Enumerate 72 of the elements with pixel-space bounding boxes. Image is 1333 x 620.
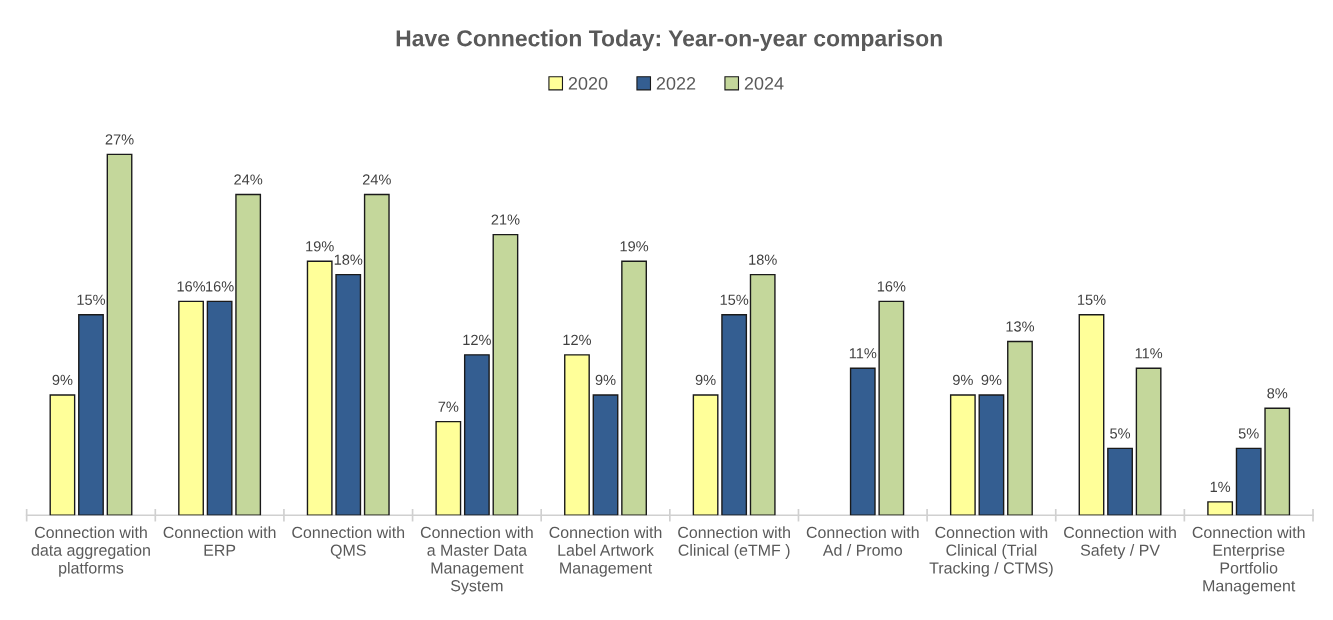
x-tick-label: Connection with Enterprise Portfolio Management: [1192, 526, 1305, 595]
data-label: 21%: [491, 214, 520, 225]
legend-label: 2024: [744, 77, 784, 90]
data-label: 7%: [438, 401, 459, 412]
data-label: 15%: [77, 294, 106, 305]
bar: [206, 300, 233, 516]
bar: [492, 233, 519, 516]
data-label: 27%: [105, 134, 134, 145]
bar: [621, 260, 647, 516]
bar: [235, 193, 262, 516]
x-tick-label: Connection with Clinical (eTMF ): [678, 526, 790, 559]
data-label: 18%: [749, 254, 777, 265]
data-label: 8%: [1267, 388, 1288, 399]
legend-label: 2022: [656, 77, 696, 90]
data-label: 9%: [981, 374, 1002, 386]
data-label: 9%: [953, 374, 973, 386]
data-label: 16%: [206, 281, 234, 292]
x-tick-label: Connection with data aggregation platforms: [31, 526, 150, 577]
bar: [564, 354, 590, 516]
bar: [749, 273, 776, 516]
bar: [1207, 501, 1234, 516]
bar: [978, 394, 1005, 516]
data-label: 5%: [1110, 428, 1131, 439]
x-tick-label: Connection with ERP: [163, 526, 276, 556]
bar: [1135, 367, 1162, 516]
bar: [78, 314, 104, 516]
bar: [592, 394, 619, 516]
data-label: 18%: [334, 254, 363, 265]
data-label: 19%: [306, 241, 334, 252]
bar: [949, 394, 976, 516]
chart-title: Have Connection Today: Year-on-year comparison: [396, 29, 942, 51]
data-label: 15%: [720, 294, 749, 305]
data-label: 12%: [463, 334, 491, 345]
bar: [1078, 314, 1105, 516]
data-label: 11%: [849, 348, 877, 359]
data-label: 1%: [1210, 481, 1231, 492]
x-tick-label: Connection with Ad / Promo: [806, 526, 919, 556]
x-tick-label: Connection with Clinical (Trial Tracking / CTMS): [929, 526, 1053, 577]
bar: [692, 394, 719, 516]
data-label: 15%: [1078, 294, 1106, 305]
bar: [178, 300, 204, 516]
x-tick-label: Connection with QMS: [292, 526, 405, 559]
data-label: 24%: [234, 174, 263, 185]
data-label: 13%: [1006, 321, 1035, 332]
data-label: 16%: [877, 281, 906, 292]
bar: [721, 314, 748, 516]
data-label: 11%: [1135, 348, 1163, 359]
bar: [106, 153, 133, 516]
bar: [849, 367, 876, 516]
bar: [463, 354, 490, 516]
bar: [363, 193, 390, 516]
bar: [1264, 407, 1291, 516]
data-label: 5%: [1238, 428, 1259, 439]
x-tick-label: Connection with a Master Data Management System: [420, 526, 533, 595]
data-label: 12%: [563, 334, 592, 345]
bar: [1235, 447, 1262, 516]
bar: [49, 394, 76, 516]
bar: [335, 273, 362, 516]
bar: [878, 300, 905, 516]
data-label: 9%: [695, 374, 716, 386]
x-tick-label: Connection with Label Artwork Management: [549, 526, 662, 577]
data-label: 24%: [362, 174, 391, 185]
bar: [435, 420, 462, 516]
data-label: 9%: [52, 374, 73, 386]
data-label: 16%: [177, 281, 206, 292]
bar: [1107, 447, 1133, 516]
data-label: 19%: [620, 241, 649, 252]
x-tick-label: Connection with Safety / PV: [1064, 526, 1176, 559]
data-label: 9%: [595, 374, 616, 386]
bar: [1007, 340, 1033, 516]
bar: [306, 260, 333, 516]
legend-label: 2020: [568, 77, 608, 90]
